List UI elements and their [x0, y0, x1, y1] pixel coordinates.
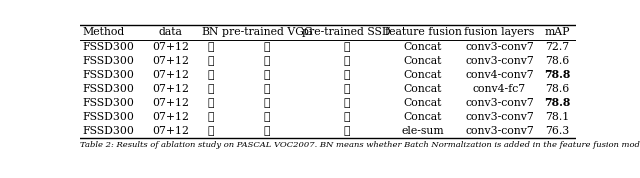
Text: Concat: Concat — [404, 41, 442, 52]
Text: ✗: ✗ — [264, 70, 270, 80]
Text: ✓: ✓ — [343, 84, 349, 94]
Text: FSSD300: FSSD300 — [83, 70, 134, 80]
Text: ✓: ✓ — [207, 41, 214, 52]
Text: ✓: ✓ — [343, 70, 349, 80]
Text: ✓: ✓ — [343, 56, 349, 66]
Text: conv3-conv7: conv3-conv7 — [465, 41, 534, 52]
Text: ✓: ✓ — [264, 98, 270, 108]
Text: data: data — [159, 27, 182, 38]
Text: Table 2: Results of ablation study on PASCAL VOC2007. BN means whether Batch Nor: Table 2: Results of ablation study on PA… — [80, 141, 640, 149]
Text: 78.8: 78.8 — [545, 69, 571, 80]
Text: conv3-conv7: conv3-conv7 — [465, 56, 534, 66]
Text: ✗: ✗ — [343, 41, 349, 52]
Text: ✗: ✗ — [343, 98, 349, 108]
Text: 78.6: 78.6 — [545, 56, 570, 66]
Text: ✗: ✗ — [264, 56, 270, 66]
Text: Concat: Concat — [404, 84, 442, 94]
Text: conv3-conv7: conv3-conv7 — [465, 98, 534, 108]
Text: ✗: ✗ — [264, 112, 270, 122]
Text: 78.1: 78.1 — [545, 112, 570, 122]
Text: FSSD300: FSSD300 — [83, 41, 134, 52]
Text: ✓: ✓ — [207, 56, 214, 66]
Text: Concat: Concat — [404, 56, 442, 66]
Text: ✗: ✗ — [207, 112, 214, 122]
Text: Method: Method — [83, 27, 125, 38]
Text: 78.6: 78.6 — [545, 84, 570, 94]
Text: Concat: Concat — [404, 112, 442, 122]
Text: BN: BN — [202, 27, 219, 38]
Text: FSSD300: FSSD300 — [83, 56, 134, 66]
Text: ✓: ✓ — [207, 84, 214, 94]
Text: mAP: mAP — [545, 27, 570, 38]
Text: conv3-conv7: conv3-conv7 — [465, 112, 534, 122]
Text: conv4-conv7: conv4-conv7 — [465, 70, 534, 80]
Text: ✓: ✓ — [343, 112, 349, 122]
Text: conv4-fc7: conv4-fc7 — [473, 84, 526, 94]
Text: ✓: ✓ — [207, 70, 214, 80]
Text: FSSD300: FSSD300 — [83, 84, 134, 94]
Text: 07+12: 07+12 — [152, 112, 189, 122]
Text: 07+12: 07+12 — [152, 98, 189, 108]
Text: fusion layers: fusion layers — [465, 27, 534, 38]
Text: Concat: Concat — [404, 70, 442, 80]
Text: 07+12: 07+12 — [152, 41, 189, 52]
Text: 07+12: 07+12 — [152, 84, 189, 94]
Text: 76.3: 76.3 — [545, 126, 570, 136]
Text: pre-trained SSD: pre-trained SSD — [302, 27, 391, 38]
Text: 07+12: 07+12 — [152, 126, 189, 136]
Text: ✓: ✓ — [207, 126, 214, 136]
Text: ✓: ✓ — [343, 126, 349, 136]
Text: feature fusion: feature fusion — [385, 27, 461, 38]
Text: ✗: ✗ — [264, 41, 270, 52]
Text: ✗: ✗ — [264, 126, 270, 136]
Text: FSSD300: FSSD300 — [83, 98, 134, 108]
Text: ✓: ✓ — [207, 98, 214, 108]
Text: 78.8: 78.8 — [545, 97, 571, 108]
Text: ✗: ✗ — [264, 84, 270, 94]
Text: Concat: Concat — [404, 98, 442, 108]
Text: pre-trained VGG: pre-trained VGG — [221, 27, 312, 38]
Text: conv3-conv7: conv3-conv7 — [465, 126, 534, 136]
Text: 07+12: 07+12 — [152, 56, 189, 66]
Text: 07+12: 07+12 — [152, 70, 189, 80]
Text: FSSD300: FSSD300 — [83, 112, 134, 122]
Text: FSSD300: FSSD300 — [83, 126, 134, 136]
Text: ele-sum: ele-sum — [402, 126, 444, 136]
Text: 72.7: 72.7 — [545, 41, 570, 52]
